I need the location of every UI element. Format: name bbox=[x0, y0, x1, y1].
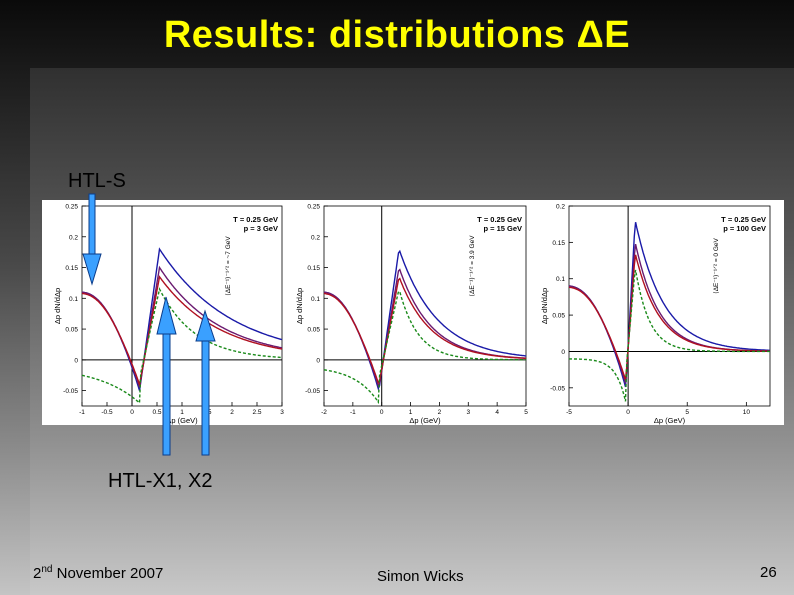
y-tick-label: 0.1 bbox=[556, 276, 565, 283]
y-tick-label: 0.2 bbox=[69, 234, 78, 241]
plot-frame bbox=[568, 205, 771, 407]
y-tick-label: 0.1 bbox=[69, 296, 78, 303]
curve-red bbox=[81, 275, 283, 388]
y-tick-label: -0.05 bbox=[305, 388, 320, 395]
plot-3: 0.2 0.15 0.1 0.05 0 -0.05 -5 0 5 10 Δp (GeV) Δp dN/… bbox=[540, 204, 771, 425]
footer-date: 2nd November 2007 bbox=[33, 564, 163, 582]
y-tick-label: 0.15 bbox=[65, 265, 78, 272]
curve-red bbox=[568, 254, 770, 381]
arrow-htl-x2 bbox=[195, 309, 216, 456]
x-tick-label: 0 bbox=[380, 409, 384, 416]
x-tick-label: 0.5 bbox=[152, 409, 161, 416]
label-htl-s: HTL-S bbox=[68, 170, 126, 192]
x-tick-label: -0.5 bbox=[101, 409, 113, 416]
label-htl-x: HTL-X1, X2 bbox=[108, 470, 213, 492]
annotation-vertical: ⟨ΔE⁻¹⟩⁻¹ᐟ² = 0 GeV bbox=[712, 237, 720, 293]
plot-frame bbox=[323, 205, 527, 407]
x-tick-label: 3 bbox=[280, 409, 284, 416]
y-tick-label: 0.15 bbox=[552, 240, 565, 247]
x-tick-label: -1 bbox=[350, 409, 356, 416]
y-tick-label: 0 bbox=[561, 349, 565, 356]
y-tick-label: -0.05 bbox=[63, 388, 78, 395]
y-tick-label: 0.05 bbox=[307, 327, 320, 334]
x-tick-label: 0 bbox=[626, 409, 630, 416]
annotation-vertical: ⟨ΔE⁻¹⟩⁻¹ᐟ² = 3.9 GeV bbox=[468, 235, 476, 297]
footer-author: Simon Wicks bbox=[377, 568, 464, 585]
y-tick-label: 0.2 bbox=[556, 204, 565, 211]
x-tick-label: 0 bbox=[130, 409, 134, 416]
x-tick-label: 10 bbox=[743, 409, 751, 416]
y-tick-label: -0.05 bbox=[550, 385, 565, 392]
y-axis-label: Δp dN/dΔp bbox=[295, 288, 304, 324]
curve-green-dashed bbox=[323, 290, 527, 405]
curve-red bbox=[323, 277, 526, 385]
x-tick-label: -2 bbox=[321, 409, 327, 416]
y-tick-label: 0 bbox=[74, 357, 78, 364]
y-tick-label: 0.1 bbox=[311, 296, 320, 303]
y-tick-label: 0.05 bbox=[552, 313, 565, 320]
annotation-temperature: T = 0.25 GeV bbox=[477, 215, 522, 224]
x-tick-label: -1 bbox=[79, 409, 85, 416]
page-number: 26 bbox=[760, 564, 777, 581]
slide-title: Results: distributions ΔE bbox=[163, 14, 631, 56]
x-tick-label: 5 bbox=[524, 409, 528, 416]
y-tick-label: 0.25 bbox=[65, 204, 78, 211]
annotation-momentum: p = 3 GeV bbox=[244, 224, 278, 233]
x-tick-label: -5 bbox=[566, 409, 572, 416]
x-tick-label: 2.5 bbox=[252, 409, 261, 416]
footer-date-rest: November 2007 bbox=[52, 565, 164, 582]
arrow-htl-s bbox=[82, 193, 102, 286]
y-axis-label: Δp dN/dΔp bbox=[53, 288, 62, 324]
curve-green-dashed bbox=[81, 287, 283, 405]
footer-date-sup: nd bbox=[41, 564, 53, 575]
y-tick-label: 0 bbox=[316, 357, 320, 364]
x-tick-label: 2 bbox=[230, 409, 234, 416]
x-tick-label: 2 bbox=[438, 409, 442, 416]
x-axis-label: Δp (GeV) bbox=[654, 416, 686, 425]
x-tick-label: 3 bbox=[466, 409, 470, 416]
annotation-momentum: p = 15 GeV bbox=[483, 224, 522, 233]
x-tick-label: 1 bbox=[180, 409, 184, 416]
y-tick-label: 0.2 bbox=[311, 234, 320, 241]
y-axis-label: Δp dN/dΔp bbox=[540, 288, 549, 324]
x-tick-label: 5 bbox=[685, 409, 689, 416]
plot-2: 0.25 0.2 0.15 0.1 0.05 0 -0.05 -2 -1 0 1 2 3 4 5 Δp (Ge… bbox=[295, 204, 528, 426]
curve-green-dashed bbox=[569, 269, 770, 402]
x-axis-label: Δp (GeV) bbox=[409, 416, 441, 425]
arrow-htl-x1 bbox=[156, 296, 177, 456]
y-tick-label: 0.25 bbox=[307, 204, 320, 211]
annotation-temperature: T = 0.25 GeV bbox=[721, 215, 766, 224]
annotation-vertical: ⟨ΔE⁻¹⟩⁻¹ᐟ² = ~7 GeV bbox=[224, 236, 232, 296]
x-tick-label: 4 bbox=[495, 409, 499, 416]
y-tick-label: 0.05 bbox=[65, 327, 78, 334]
footer-date-day: 2 bbox=[33, 565, 42, 582]
annotation-temperature: T = 0.25 GeV bbox=[233, 215, 278, 224]
annotation-momentum: p = 100 GeV bbox=[723, 224, 766, 233]
plot-1: 0.250.20.150.10.050-0.05-1-0.500.511.522… bbox=[53, 204, 284, 426]
y-tick-label: 0.15 bbox=[307, 265, 320, 272]
x-axis-label: Δp (GeV) bbox=[166, 416, 198, 425]
plots-svg: 0.250.20.150.10.050-0.05-1-0.500.511.522… bbox=[53, 204, 771, 426]
x-tick-label: 1 bbox=[409, 409, 413, 416]
